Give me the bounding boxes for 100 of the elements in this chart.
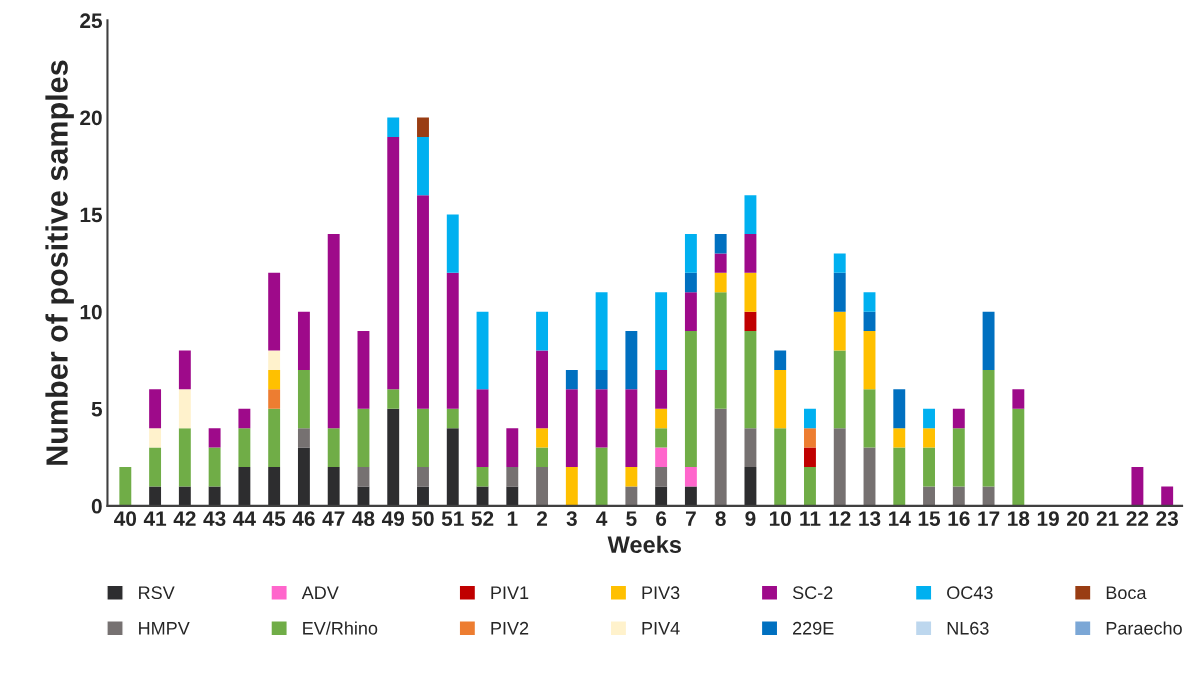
- bar: [297, 447, 310, 506]
- bar: [744, 311, 757, 332]
- bar: [923, 428, 935, 448]
- bar: [774, 350, 787, 370]
- bar: [357, 331, 370, 409]
- bar: [476, 486, 489, 506]
- bar: [923, 447, 935, 487]
- bar: [804, 447, 816, 468]
- bar: [268, 389, 281, 409]
- x-tick-label: 4: [596, 511, 608, 526]
- bar: [417, 486, 429, 506]
- legend-label: PIV3: [642, 586, 680, 600]
- bar: [625, 389, 638, 468]
- bar: [417, 117, 429, 137]
- bar: [417, 195, 429, 409]
- bar: [268, 350, 281, 370]
- bar: [655, 408, 668, 429]
- legend-label: HMPV: [139, 622, 190, 635]
- bar: [714, 253, 727, 273]
- bar: [178, 389, 191, 429]
- bar: [297, 369, 310, 429]
- x-tick-label: 42: [173, 511, 196, 526]
- bar: [744, 195, 757, 234]
- bar: [446, 428, 459, 506]
- x-tick-label: 13: [859, 511, 881, 527]
- bar: [744, 428, 757, 468]
- x-tick-label: 40: [114, 511, 137, 527]
- bar: [863, 311, 876, 332]
- legend-label: OC43: [947, 586, 993, 600]
- x-tick-label: 17: [978, 511, 1000, 526]
- bar: [476, 311, 489, 390]
- bar: [655, 292, 668, 370]
- x-tick-label: 16: [948, 511, 970, 527]
- bar: [417, 136, 429, 196]
- bar: [804, 408, 816, 429]
- y-tick-label: 20: [80, 110, 102, 126]
- x-tick-label: 8: [715, 511, 726, 527]
- legend-label: PIV4: [642, 622, 680, 635]
- bar: [595, 447, 608, 506]
- x-tick-label: 5: [626, 511, 637, 527]
- y-tick-label: 5: [91, 401, 103, 417]
- x-tick-label: 9: [745, 511, 756, 527]
- bar: [565, 389, 578, 468]
- x-tick-label: 52: [471, 511, 494, 527]
- bar: [655, 369, 668, 409]
- legend-label: Boca: [1106, 586, 1147, 600]
- legend-label: ADV: [301, 586, 339, 599]
- bar: [417, 408, 429, 468]
- legend-label: 229E: [793, 621, 834, 635]
- legend-label: EV/Rhino: [303, 621, 378, 635]
- bar: [268, 272, 281, 351]
- bar: [119, 467, 132, 506]
- bar: [268, 467, 281, 506]
- bar: [387, 117, 400, 137]
- bar: [684, 486, 697, 506]
- bar: [774, 369, 787, 429]
- bar: [476, 389, 489, 468]
- bar: [952, 486, 965, 506]
- x-tick-label: 20: [1067, 511, 1089, 527]
- bar: [268, 408, 281, 468]
- bar: [684, 233, 697, 273]
- legend-label: RSV: [139, 586, 175, 600]
- bar: [387, 389, 400, 409]
- x-tick-label: 48: [352, 511, 375, 527]
- bar: [446, 408, 459, 429]
- bar: [357, 467, 370, 487]
- bar: [536, 428, 549, 448]
- bar: [297, 311, 310, 370]
- bar: [506, 467, 519, 487]
- bar: [833, 253, 846, 273]
- bar: [357, 408, 370, 468]
- x-tick-label: 41: [143, 511, 167, 526]
- bar: [565, 369, 578, 390]
- bar: [684, 467, 697, 487]
- x-tick-label: 45: [262, 511, 286, 527]
- x-axis-title: Weeks: [607, 535, 681, 554]
- bar: [625, 467, 638, 487]
- legend-label: PIV1: [491, 586, 529, 599]
- bar: [893, 389, 906, 429]
- bar: [536, 311, 549, 351]
- bar: [1161, 486, 1174, 506]
- bar: [744, 272, 757, 312]
- x-tick-label: 50: [412, 511, 434, 527]
- bar: [178, 350, 191, 390]
- y-tick-label: 10: [80, 304, 102, 320]
- bar: [1012, 389, 1025, 409]
- x-tick-label: 46: [292, 511, 315, 527]
- bar: [536, 350, 549, 429]
- bar: [833, 428, 846, 506]
- bar: [714, 408, 727, 506]
- bar: [625, 331, 638, 390]
- bar: [238, 467, 251, 506]
- bar: [923, 408, 935, 429]
- bar: [208, 486, 221, 506]
- x-tick-label: 18: [1008, 511, 1030, 527]
- bar: [1012, 408, 1025, 506]
- bar: [357, 486, 370, 506]
- bar: [863, 292, 876, 312]
- bar: [982, 486, 995, 506]
- y-axis-title: Number of positive samples: [45, 60, 74, 465]
